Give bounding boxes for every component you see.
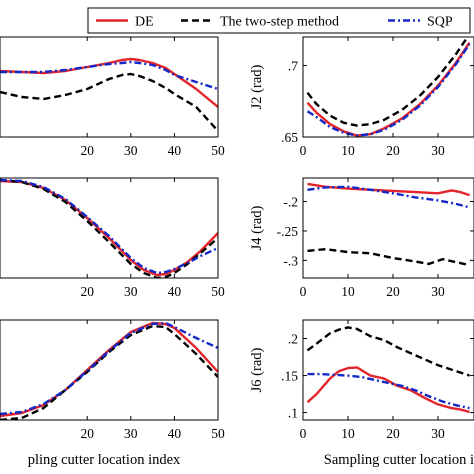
y-tick-label-j4--.3: -.3 [283, 253, 298, 268]
series-line-j2-the-two-step-method [306, 37, 469, 127]
series-line-j1-de [0, 57, 218, 108]
series-group-j2 [306, 37, 471, 137]
x-tick-label-j2-10: 10 [341, 143, 355, 158]
plot-frame-j2 [302, 36, 474, 138]
legend-box [87, 7, 471, 34]
plot-frame-j3 [0, 177, 219, 279]
x-tick-label-j6-30: 30 [431, 426, 445, 441]
x-tick-label-j3-30: 30 [124, 284, 138, 299]
series-line-j4-de [307, 182, 470, 197]
series-group-j3 [0, 178, 218, 278]
plot-frame-j4 [302, 177, 474, 279]
y-tick-label-j6-.1: .1 [288, 406, 298, 421]
series-line-j5-de [0, 321, 218, 418]
x-axis-label-j6: Sampling cutter location index [324, 452, 474, 468]
x-tick-label-j2-20: 20 [386, 143, 400, 158]
x-tick-label-j2-0: 0 [300, 143, 307, 158]
y-axis-label-j6: J6 (rad) [249, 347, 265, 392]
series-line-j1-the-two-step-method [0, 72, 218, 132]
legend-label-two-step: The two-step method [220, 15, 339, 30]
legend-label-sqp: SQP [427, 15, 453, 30]
series-line-j3-de [0, 179, 218, 277]
series-line-j3-sqp [0, 178, 218, 275]
y-tick-label-j4--.2: -.2 [283, 195, 298, 210]
x-tick-label-j4-0: 0 [300, 284, 307, 299]
panels: 20 30 40 50 0 10 20 30 .65 .7 J2 (rad) 20 30 40 50 0 10 2… [0, 36, 474, 468]
series-line-j4-the-two-step-method [307, 248, 470, 267]
series-line-j2-de [306, 42, 471, 137]
y-tick-label-j6-.2: .2 [288, 332, 298, 347]
panel-j4: 0 10 20 30 -.2 -.25 -.3 J4 (rad) [249, 177, 474, 299]
x-tick-label-j5-50: 50 [211, 426, 225, 441]
y-tick-label-j6-.15: .15 [281, 369, 298, 384]
series-line-j6-de [306, 366, 470, 414]
x-tick-label-j1-20: 20 [80, 143, 94, 158]
x-tick-label-j2-30: 30 [431, 143, 445, 158]
x-tick-label-j1-40: 40 [168, 143, 182, 158]
series-group-j6 [306, 326, 470, 414]
series-line-j5-the-two-step-method [0, 324, 218, 420]
x-tick-label-j3-20: 20 [80, 284, 94, 299]
y-axis-label-j2: J2 (rad) [249, 64, 265, 109]
x-axis-label-j5: pling cutter location index [28, 452, 181, 468]
x-tick-label-j5-40: 40 [168, 426, 182, 441]
x-tick-label-j1-30: 30 [124, 143, 138, 158]
legend: DE The two-step method SQP [87, 7, 471, 34]
x-tick-label-j3-50: 50 [211, 284, 225, 299]
x-tick-label-j3-40: 40 [168, 284, 182, 299]
series-group-j5 [0, 321, 218, 420]
x-tick-label-j5-20: 20 [80, 426, 94, 441]
x-tick-label-j6-0: 0 [300, 426, 307, 441]
series-line-j4-sqp [307, 185, 470, 209]
y-tick-label-j4--.25: -.25 [277, 224, 299, 239]
series-group-j4 [307, 182, 470, 267]
x-tick-label-j5-30: 30 [124, 426, 138, 441]
series-line-j2-sqp [306, 43, 471, 137]
series-group-j1 [0, 57, 218, 132]
x-tick-label-j4-20: 20 [386, 284, 400, 299]
series-line-j6-the-two-step-method [306, 326, 470, 377]
series-line-j1-sqp [0, 60, 218, 91]
series-line-j3-the-two-step-method [0, 178, 218, 278]
panel-j1: 20 30 40 50 [0, 36, 225, 158]
x-tick-label-j4-30: 30 [431, 284, 445, 299]
x-tick-label-j4-10: 10 [341, 284, 355, 299]
series-line-j6-sqp [307, 372, 470, 410]
panel-j2: 0 10 20 30 .65 .7 J2 (rad) [249, 36, 474, 158]
x-tick-label-j1-50: 50 [211, 143, 225, 158]
y-tick-label-j2-.7: .7 [288, 59, 298, 74]
panel-j6: 0 10 20 30 .1 .15 .2 J6 (rad) Sampling cutter lo… [249, 319, 474, 468]
x-tick-label-j6-10: 10 [341, 426, 355, 441]
panel-j3: 20 30 40 50 [0, 177, 225, 299]
panel-j5: 20 30 40 50 pling cutter location index [0, 319, 225, 468]
plot-frame-j6 [302, 319, 474, 421]
x-tick-label-j6-20: 20 [386, 426, 400, 441]
y-tick-label-j2-.65: .65 [281, 130, 298, 145]
series-line-j5-sqp [0, 321, 218, 416]
plot-frame-j5 [0, 319, 219, 421]
legend-label-de: DE [135, 15, 154, 30]
plot-frame-j1 [0, 36, 219, 138]
y-axis-label-j4: J4 (rad) [249, 205, 265, 250]
